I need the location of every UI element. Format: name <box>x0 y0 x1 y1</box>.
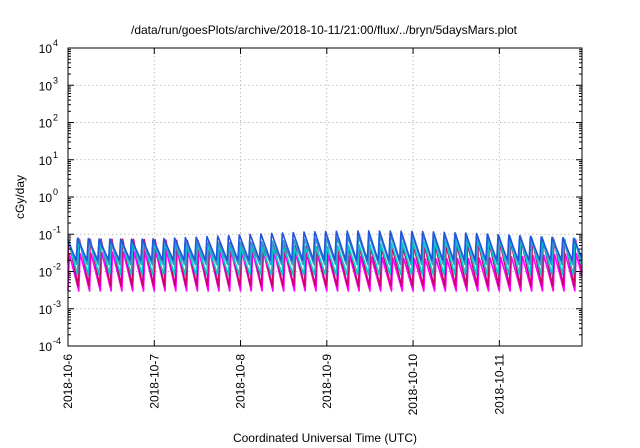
y-tick-label: 10 <box>39 266 53 280</box>
y-tick-label: 10 <box>39 42 53 56</box>
y-tick-exponent: -3 <box>53 299 61 309</box>
y-tick-exponent: 3 <box>53 75 58 85</box>
y-tick-exponent: -4 <box>53 336 61 346</box>
y-tick-exponent: 4 <box>53 38 58 48</box>
x-tick-label: 2018-10-10 <box>406 354 420 416</box>
y-tick-label: 10 <box>39 228 53 242</box>
x-tick-label: 2018-10-7 <box>147 354 161 409</box>
series-line <box>67 230 583 261</box>
y-tick-exponent: -2 <box>53 262 61 272</box>
y-tick-label: 10 <box>39 154 53 168</box>
y-tick-exponent: 1 <box>53 150 58 160</box>
x-axis: 2018-10-6 2018-10-7 2018-10-8 2018-10-9 2018… <box>61 48 506 415</box>
x-tick-label: 2018-10-8 <box>234 354 248 409</box>
x-tick-label: 2018-10-6 <box>61 354 75 409</box>
y-tick-label: 10 <box>39 303 53 317</box>
series-line <box>67 238 583 287</box>
x-axis-label: Coordinated Universal Time (UTC) <box>233 431 417 445</box>
series-line <box>67 234 583 266</box>
y-tick-exponent: 2 <box>53 113 58 123</box>
y-tick-label: 10 <box>39 340 53 354</box>
y-tick-label: 10 <box>39 191 53 205</box>
grid <box>68 48 582 346</box>
y-axis-label: cGy/day <box>13 175 27 219</box>
x-tick-label: 2018-10-11 <box>492 354 506 415</box>
chart-title: /data/run/goesPlots/archive/2018-10-11/2… <box>131 23 518 37</box>
data-series <box>67 230 583 292</box>
y-tick-exponent: -1 <box>53 224 61 234</box>
y-tick-exponent: 0 <box>53 187 58 197</box>
series-line <box>67 238 583 276</box>
x-tick-label: 2018-10-9 <box>320 354 334 409</box>
y-tick-label: 10 <box>39 117 53 131</box>
y-tick-label: 10 <box>39 79 53 93</box>
